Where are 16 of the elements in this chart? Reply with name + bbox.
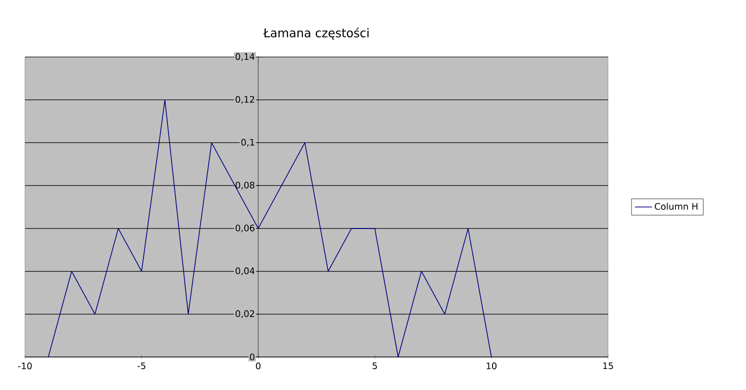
y-tick-label: 0,12 [236, 96, 254, 104]
x-tick-label: -5 [138, 362, 146, 370]
x-tick-label: 15 [603, 362, 613, 370]
y-tick-label: 0,08 [236, 182, 254, 190]
y-tick-label: 0,14 [236, 53, 255, 61]
chart-title: Łamana częstości [263, 28, 369, 40]
y-tick-label: 0,04 [236, 267, 255, 276]
y-tick-label: 0,1 [241, 138, 254, 147]
legend-label: Column H [654, 202, 698, 210]
x-tick-label: 5 [372, 362, 377, 370]
x-tick-label: 0 [256, 362, 260, 370]
y-tick-label: 0,02 [236, 310, 254, 318]
x-tick-label: 10 [486, 362, 497, 370]
y-tick-label: 0,06 [236, 224, 254, 232]
y-tick-label: 0 [250, 354, 254, 360]
x-tick-label: -10 [18, 362, 32, 370]
